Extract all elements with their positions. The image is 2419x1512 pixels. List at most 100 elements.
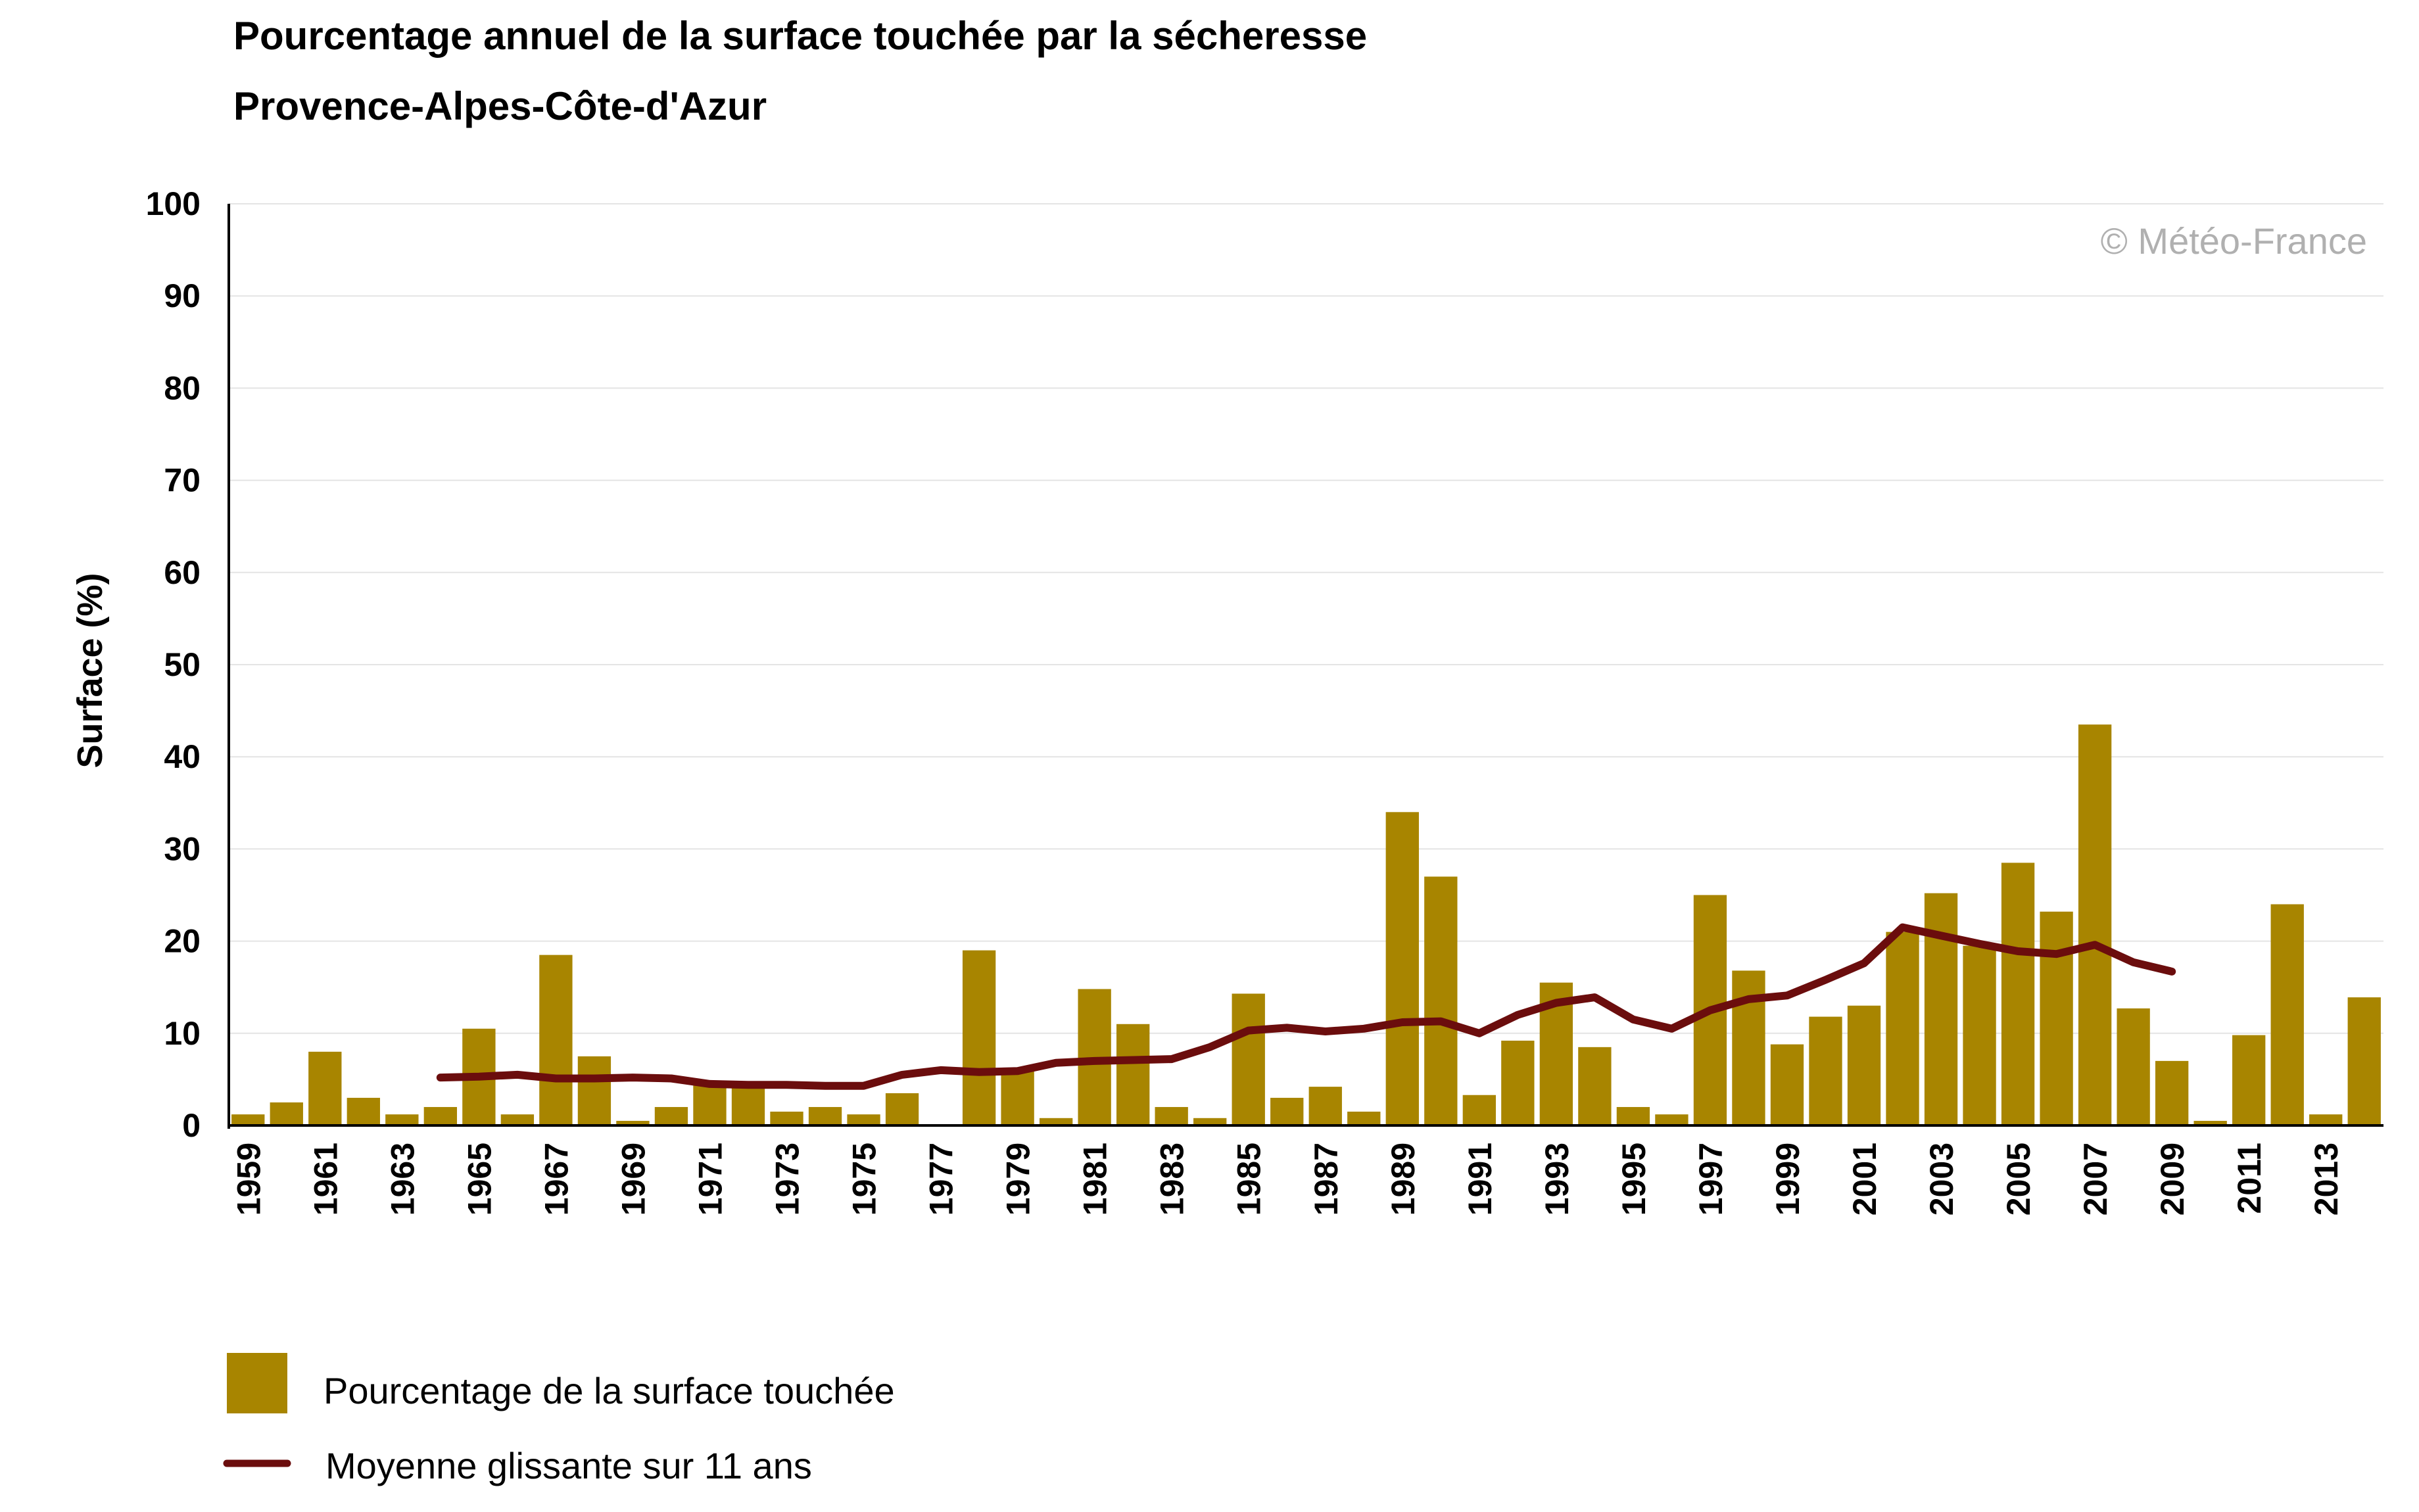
bar-1976 [885,1093,919,1125]
bar-1998 [1732,970,1765,1125]
x-tick-label: 1993 [1539,1143,1575,1216]
x-tick-label: 2001 [1846,1143,1883,1216]
moving-average-line [436,923,2176,1090]
bar-1999 [1770,1044,1804,1125]
bar-1971 [693,1083,727,1125]
watermark-copyright: © Météo-France [2101,220,2367,262]
bar-1982 [1116,1024,1150,1125]
x-tick-label: 1973 [769,1143,806,1216]
chart-title: Pourcentage annuel de la surface touchée… [233,14,1367,58]
y-tick-label: 10 [164,1015,201,1052]
bar-2001 [1847,1005,1881,1125]
x-tick-label: 2005 [2000,1143,2037,1216]
bar-1978 [962,950,996,1125]
bar-1988 [1347,1111,1381,1125]
bar-2007 [2078,724,2112,1125]
x-tick-label: 1971 [692,1143,729,1216]
bar-2011 [2232,1035,2266,1125]
x-tick-label: 1981 [1077,1143,1114,1216]
bar-2010 [2193,1120,2227,1125]
bar-1983 [1155,1106,1188,1125]
bar-1973 [770,1111,803,1125]
y-tick-label: 50 [164,646,201,683]
bar-1960 [270,1102,303,1125]
bar-1964 [423,1106,458,1125]
x-tick-label: 1989 [1385,1143,1422,1216]
bar-2014 [2347,997,2381,1125]
y-tick-label: 60 [164,554,201,591]
axes [228,204,2383,1129]
legend: Pourcentage de la surface touchée Moyenn… [223,1353,895,1486]
x-tick-label: 1985 [1231,1143,1268,1216]
bar-1979 [1001,1070,1034,1125]
y-tick-label: 90 [164,277,201,314]
x-tick-label: 1991 [1462,1143,1498,1216]
bar-2003 [1924,893,1958,1125]
x-tick-label: 1995 [1616,1143,1652,1216]
bar-2004 [1963,945,1996,1125]
bar-1962 [347,1097,380,1125]
chart-subtitle: Provence-Alpes-Côte-d'Azur [233,84,767,128]
x-tick-label: 1963 [384,1143,421,1216]
legend-line-label: Moyenne glissante sur 11 ans [325,1445,812,1486]
x-tick-label: 2009 [2154,1143,2191,1216]
legend-bar-swatch [227,1353,287,1413]
x-tick-label: 1983 [1154,1143,1191,1216]
bar-1967 [539,955,573,1125]
bar-2012 [2270,904,2304,1125]
x-tick-labels: 1959 1961 1963 1965 1967 1969 1971 1973 1975 1977… [230,1143,2345,1216]
bar-1986 [1270,1097,1304,1125]
x-tick-label: 1975 [846,1143,883,1216]
x-tick-label: 1977 [923,1143,960,1216]
bar-1987 [1308,1087,1342,1125]
x-tick-label: 1959 [230,1143,267,1216]
x-tick-label: 1987 [1308,1143,1345,1216]
bar-2005 [2001,862,2035,1125]
x-tick-label: 1967 [538,1143,575,1216]
bar-1996 [1655,1114,1689,1125]
bar-2006 [2040,911,2073,1125]
bar-1994 [1578,1047,1612,1125]
y-tick-label: 80 [164,369,201,406]
bar-2008 [2117,1008,2150,1125]
bar-1969 [616,1120,650,1125]
x-tick-label: 2011 [2231,1143,2268,1214]
bar-1963 [385,1114,419,1125]
bar-1972 [731,1083,765,1125]
bar-1984 [1193,1118,1227,1125]
bar-2013 [2309,1114,2343,1125]
y-tick-label: 40 [164,738,201,775]
y-tick-label: 0 [182,1107,201,1144]
bar-1974 [808,1106,842,1125]
bar-1989 [1385,812,1419,1125]
x-tick-label: 1979 [1000,1143,1037,1216]
x-tick-label: 2013 [2308,1143,2345,1216]
bars-series [231,724,2381,1125]
bar-2009 [2155,1060,2189,1125]
y-tick-label: 70 [164,462,201,499]
bar-1966 [500,1114,535,1125]
bar-1992 [1501,1041,1535,1125]
bar-2002 [1886,932,1919,1125]
x-tick-label: 1961 [307,1143,344,1216]
y-tick-label: 20 [164,923,201,960]
x-tick-label: 1969 [615,1143,652,1216]
bar-1980 [1039,1118,1073,1125]
bar-1995 [1616,1106,1650,1125]
y-tick-label: 100 [146,185,201,222]
y-axis-title: Surface (%) [70,573,110,768]
bar-1990 [1424,876,1458,1125]
moving-average-series [436,923,2176,1090]
x-tick-label: 2007 [2077,1143,2114,1216]
bar-1991 [1462,1095,1496,1125]
x-tick-label: 1999 [1769,1143,1806,1216]
legend-bar-label: Pourcentage de la surface touchée [323,1370,895,1411]
x-tick-label: 1997 [1692,1143,1729,1216]
x-tick-label: 2003 [1923,1143,1960,1216]
bar-1985 [1232,993,1265,1125]
x-tick-label: 1965 [461,1143,498,1216]
bar-1961 [308,1051,342,1125]
bar-1959 [231,1114,265,1125]
bar-1970 [654,1106,688,1125]
